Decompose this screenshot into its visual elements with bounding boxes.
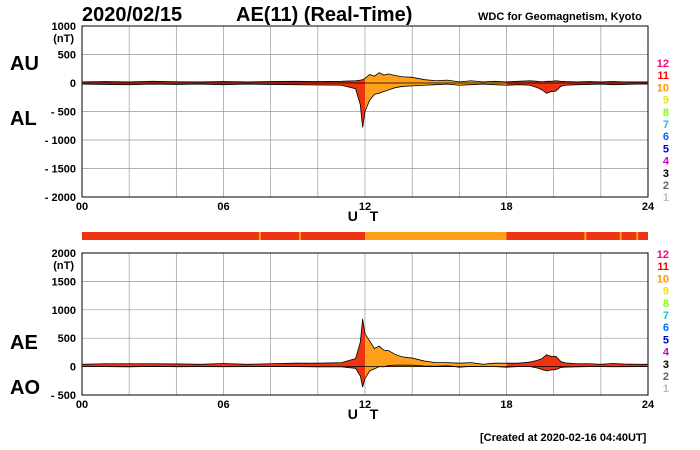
legend-number: 7 [663,119,669,131]
legend-number: 3 [663,168,669,180]
legend-number: 2 [663,371,669,383]
legend-number: 3 [663,359,669,371]
legend-number: 5 [663,334,669,346]
panel-1: 1000 500 0 - 500 - 1000 - 1500 - 2000 (nT) 00 06 1… [10,21,670,224]
series-area-active-ao [365,365,507,379]
unit-label: (nT) [53,260,74,272]
unit-label: (nT) [53,33,74,45]
y-tick-label: 0 [70,362,76,374]
x-tick-label: 24 [642,399,655,411]
x-tick-label: 00 [76,201,88,213]
station-bar-tick [258,232,261,240]
y-tick-label: 1000 [52,305,76,317]
series-area-active-al [365,83,507,112]
y-tick-label: - 500 [51,390,76,402]
legend-number: 11 [657,261,669,273]
y-tick-label: 500 [58,333,76,345]
station-bar-tick [636,232,639,240]
y-tick-label: - 1500 [45,164,76,176]
y-tick-label: 1500 [52,276,76,288]
station-bar-tick [619,232,622,240]
series-label-lower: AL [10,108,37,130]
created-timestamp: [Created at 2020-02-16 04:40UT] [480,432,647,444]
legend-number: 12 [657,249,669,261]
legend-number: 1 [663,383,669,395]
x-tick-label: 12 [359,399,371,411]
y-tick-label: 0 [70,78,76,90]
series-label-upper: AU [10,53,39,75]
station-count-bar [82,232,648,240]
x-tick-label: 18 [500,201,512,213]
x-axis-label: U T [348,406,383,422]
x-tick-label: 06 [217,201,229,213]
y-tick-label: 2000 [52,248,76,260]
legend-number: 4 [663,156,670,168]
series-line-al [81,83,648,128]
station-bar-tick [298,232,301,240]
date-title: 2020/02/15 [82,4,183,26]
y-tick-label: - 1000 [45,135,76,147]
legend-number: 12 [657,58,669,70]
series-line-ae [81,318,648,365]
y-tick-label: - 2000 [45,192,76,204]
legend-number: 7 [663,310,669,322]
y-tick-label: 1000 [52,21,76,33]
x-tick-label: 00 [76,399,88,411]
x-tick-label: 18 [500,399,512,411]
x-tick-label: 24 [642,201,655,213]
y-tick-label: - 500 [51,107,76,119]
chart-title: AE(11) (Real-Time) [236,4,413,26]
series-area-active-au [365,72,507,83]
legend-number: 5 [663,143,669,155]
legend-number: 9 [663,95,669,107]
attribution-text: WDC for Geomagnetism, Kyoto [478,11,642,23]
x-tick-label: 12 [359,201,371,213]
legend-number: 1 [663,192,669,204]
y-tick-label: 500 [58,50,76,62]
series-area-active-ae [365,333,507,367]
legend-number: 6 [663,322,669,334]
legend-number: 9 [663,286,669,298]
legend-number: 11 [657,70,669,82]
legend-number: 8 [663,107,669,119]
plot-frame [81,25,649,198]
legend-number: 10 [657,273,669,285]
legend-number: 10 [657,82,669,94]
series-label-upper: AE [10,332,38,354]
station-bar-orange [365,232,507,240]
series-label-lower: AO [10,377,40,399]
series-line-au [81,72,648,83]
legend-number: 4 [663,347,670,359]
x-axis-label: U T [348,208,383,224]
legend-number: 6 [663,131,669,143]
plot-frame [81,252,649,396]
x-tick-label: 06 [217,399,229,411]
legend-number: 2 [663,180,669,192]
station-bar-tick [584,232,587,240]
legend-number: 8 [663,298,669,310]
